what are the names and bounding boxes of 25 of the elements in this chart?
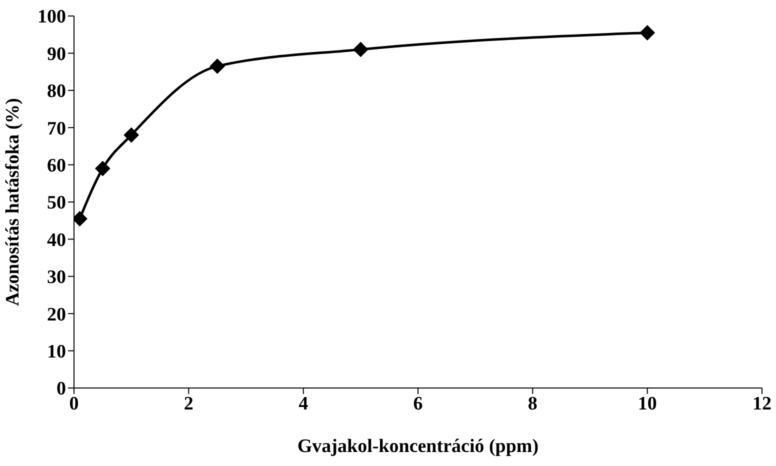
y-tick-label: 50 (47, 192, 66, 214)
point (640, 25, 655, 40)
x-tick-label: 6 (413, 393, 423, 414)
point (210, 58, 225, 74)
y-tick-label: 30 (47, 267, 66, 288)
y-tick-label: 40 (47, 230, 66, 251)
x-tick-label: 10 (638, 393, 657, 414)
y-tick-label: 100 (38, 6, 66, 28)
x-axis-title: Gvajakol-koncentráció (ppm) (297, 436, 539, 457)
x-tick-label: 0 (69, 393, 79, 414)
y-tick-label: 60 (47, 156, 66, 177)
y-tick-label: 0 (56, 378, 66, 400)
y-tick-label: 80 (47, 81, 66, 102)
y-tick-label: 10 (47, 342, 66, 363)
point (124, 128, 139, 143)
y-axis-title: Azonosítás hatásfoka (%) (2, 98, 24, 306)
y-tick-label: 70 (47, 118, 66, 140)
x-tick-label: 8 (528, 393, 538, 414)
x-tick-label: 2 (184, 393, 194, 414)
x-tick-label: 4 (298, 393, 309, 414)
y-tick-label: 90 (47, 44, 66, 65)
point (353, 42, 368, 57)
x-tick-label: 12 (752, 393, 772, 414)
point (95, 161, 110, 176)
y-tick-label: 20 (47, 304, 66, 326)
